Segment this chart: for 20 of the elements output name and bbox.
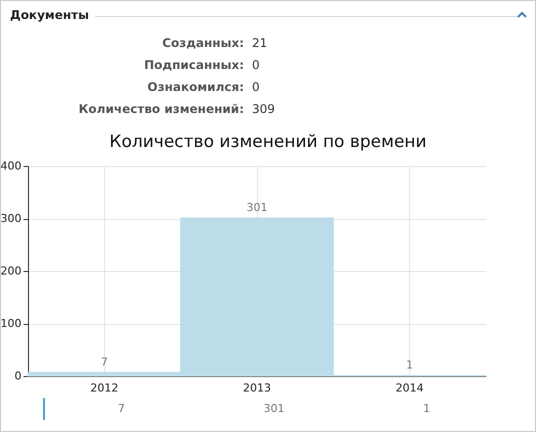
text: Созданных: 21 [161,36,268,52]
text: Документы [10,8,89,22]
text: 1 [406,358,414,372]
text: Подписанных: 0 [143,58,260,74]
text: Количество изменений: 309 [78,102,275,118]
x-tick-label: 2013 [243,382,271,394]
text: Ознакомился: 0 [146,80,260,96]
x-tick-label: 2012 [90,382,118,394]
y-tick-label: 0 [14,370,22,382]
y-tick-label: 200 [0,264,22,278]
y-tick-label: 400 [0,160,22,172]
data-label: 7 [116,401,126,417]
text: 7 [100,355,108,368]
y-tick-label: 100 [0,317,22,330]
y-tick-label: 300 [0,212,22,225]
x-tick-label: 2014 [396,382,424,394]
text: 301 [246,200,268,214]
data-label: 301 [262,401,286,417]
data-label: 1 [422,401,432,417]
chart-title: Количество изменений по времени [108,132,428,152]
